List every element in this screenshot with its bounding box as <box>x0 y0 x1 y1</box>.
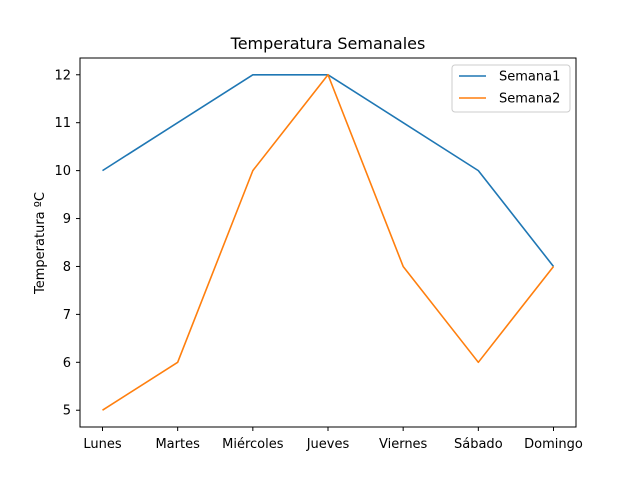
y-tick-label: 11 <box>54 116 71 131</box>
y-tick-label: 5 <box>63 404 71 419</box>
x-tick-label: Lunes <box>83 437 121 452</box>
legend-label-semana1: Semana1 <box>499 70 560 85</box>
y-tick-label: 10 <box>54 164 71 179</box>
series-line-semana2 <box>102 73 555 411</box>
y-tick-label: 8 <box>63 260 71 275</box>
x-tick-label: Sábado <box>454 437 503 452</box>
x-tick-label: Domingo <box>524 437 583 452</box>
legend: Semana1 Semana2 <box>451 64 571 113</box>
y-tick-label: 6 <box>63 356 71 371</box>
plot-area-frame <box>79 57 577 428</box>
axis-ticks: Lunes Martes Miércoles Jueves Viernes Sábado D… <box>54 68 582 452</box>
series-lines <box>102 73 555 411</box>
chart-title: Temperatura Semanales <box>230 34 426 53</box>
legend-label-semana2: Semana2 <box>499 92 560 107</box>
x-tick-label: Jueves <box>306 437 350 452</box>
y-axis-label: Temperatura ºC <box>33 192 48 295</box>
y-tick-label: 12 <box>54 68 71 83</box>
x-tick-label: Viernes <box>379 437 428 452</box>
y-tick-label: 9 <box>63 212 71 227</box>
x-tick-label: Miércoles <box>222 437 284 452</box>
x-tick-label: Martes <box>155 437 200 452</box>
y-tick-label: 7 <box>63 308 71 323</box>
